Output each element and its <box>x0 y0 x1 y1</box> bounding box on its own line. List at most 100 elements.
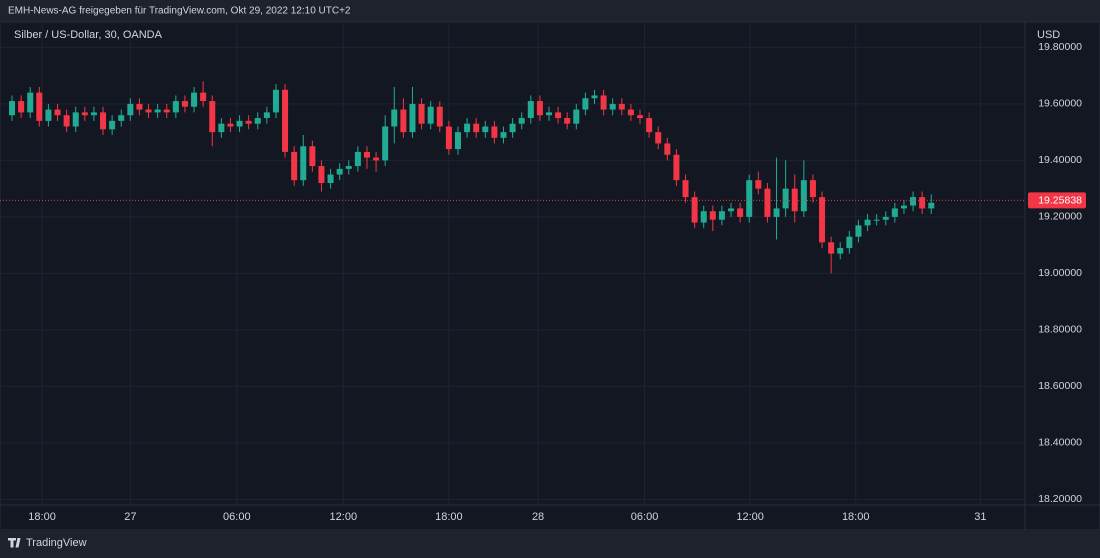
x-tick-label: 18:00 <box>435 511 463 523</box>
candle-body <box>445 126 452 150</box>
candle-body <box>109 120 116 130</box>
candle-body <box>318 166 325 183</box>
candle-body <box>928 202 935 209</box>
candle-body <box>63 115 70 127</box>
candle-body <box>782 188 789 209</box>
candle-body <box>764 188 771 217</box>
y-tick-label: 18.80000 <box>1038 324 1082 336</box>
candle-body <box>391 109 398 127</box>
candle-body <box>9 101 16 116</box>
candle-body <box>709 211 716 220</box>
x-tick-label: 27 <box>124 511 136 523</box>
y-tick-label: 19.80000 <box>1038 41 1082 53</box>
candle-body <box>209 101 216 133</box>
candle-body <box>700 211 707 223</box>
candles <box>0 81 1025 274</box>
candle-body <box>919 197 926 209</box>
x-tick-label: 06:00 <box>223 511 251 523</box>
x-tick-label: 31 <box>974 511 986 523</box>
candle-body <box>609 103 616 110</box>
chart-area <box>0 21 1100 531</box>
candle-body <box>163 109 170 113</box>
candle-body <box>809 180 816 198</box>
header-title: EMH-News-AG freigegeben für TradingView.… <box>8 6 351 17</box>
y-tick-label: 18.40000 <box>1038 437 1082 449</box>
candle-body <box>354 151 361 167</box>
candle-body <box>154 109 161 113</box>
candle-body <box>27 92 34 113</box>
candle-body <box>172 101 179 113</box>
candle-body <box>500 132 507 138</box>
candle-body <box>181 101 188 107</box>
last-price-label: 19.25838 <box>1038 195 1082 207</box>
candle-body <box>100 112 107 130</box>
candle-body <box>327 174 334 183</box>
candle-body <box>573 109 580 124</box>
candle-body <box>627 109 634 116</box>
y-tick-label: 18.20000 <box>1038 493 1082 505</box>
candle-body <box>72 112 79 127</box>
candle-body <box>655 132 662 144</box>
candle-body <box>382 126 389 161</box>
candle-body <box>127 103 134 116</box>
candle-body <box>18 101 25 113</box>
candle-body <box>191 92 198 107</box>
candle-body <box>254 118 261 124</box>
candle-body <box>236 120 243 127</box>
candle-body <box>582 98 589 110</box>
candle-body <box>527 101 534 119</box>
candle-body <box>454 132 461 150</box>
candle-body <box>336 168 343 175</box>
x-tick-label: 12:00 <box>736 511 764 523</box>
candle-body <box>227 123 234 127</box>
candle-body <box>464 123 471 133</box>
y-tick-label: 19.00000 <box>1038 267 1082 279</box>
candle-body <box>245 120 252 124</box>
x-tick-label: 28 <box>532 511 544 523</box>
footer-bar <box>0 530 1100 558</box>
candle-body <box>409 103 416 133</box>
candle-body <box>436 106 443 127</box>
candle-body <box>864 219 871 226</box>
candle-body <box>54 109 61 116</box>
candle-body <box>855 225 862 237</box>
candle-body <box>637 115 644 119</box>
x-tick-label: 18:00 <box>28 511 56 523</box>
y-axis-label: USD <box>1037 29 1060 41</box>
candle-body <box>90 112 97 116</box>
y-tick-label: 19.40000 <box>1038 154 1082 166</box>
candle-body <box>291 151 298 181</box>
candle-body <box>600 95 607 110</box>
tradingview-logo <box>8 538 21 548</box>
candle-body <box>728 208 735 212</box>
x-tick-label: 06:00 <box>631 511 659 523</box>
candle-body <box>282 89 289 152</box>
candle-body <box>545 112 552 116</box>
candle-body <box>473 123 480 133</box>
candle-body <box>846 236 853 248</box>
candle-body <box>418 103 425 124</box>
candle-body <box>482 126 489 133</box>
candle-body <box>427 106 434 124</box>
candle-body <box>509 123 516 133</box>
candle-body <box>755 180 762 189</box>
candle-body <box>272 89 279 113</box>
candle-body <box>618 103 625 110</box>
candle-body <box>518 118 525 124</box>
y-tick-label: 19.60000 <box>1038 98 1082 110</box>
candle-body <box>309 146 316 167</box>
candle-body <box>45 109 52 121</box>
candle-body <box>373 157 380 161</box>
candle-body <box>646 118 653 133</box>
candle-body <box>564 118 571 124</box>
candle-body <box>910 197 917 206</box>
candle-body <box>891 208 898 217</box>
candle-body <box>873 219 880 221</box>
candle-body <box>746 180 753 217</box>
candle-body <box>491 126 498 138</box>
x-tick-label: 18:00 <box>842 511 870 523</box>
candle-body <box>145 109 152 113</box>
candle-body <box>345 166 352 169</box>
candle-body <box>900 205 907 209</box>
